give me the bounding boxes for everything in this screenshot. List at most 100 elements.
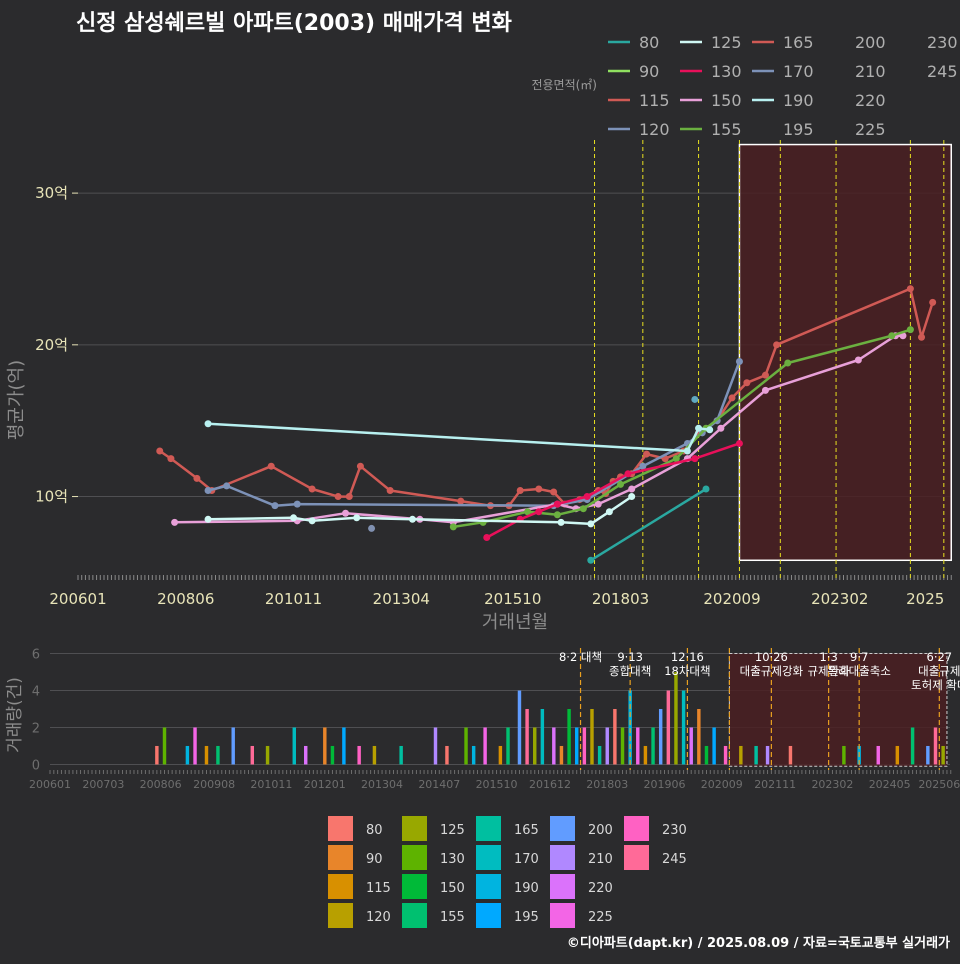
x-tick-label: 201906: [644, 778, 686, 791]
series-170: [368, 524, 376, 532]
volume-bar: [739, 745, 743, 765]
legend-swatch: [624, 845, 649, 870]
y-tick-label: 0: [32, 758, 40, 773]
data-point: [483, 534, 491, 542]
volume-bar: [651, 727, 655, 765]
volume-bar: [681, 690, 686, 765]
legend-label: 245: [927, 62, 958, 81]
policy-label: 토허제 확대: [911, 678, 960, 692]
policy-label: 6·27: [927, 650, 953, 664]
legend-label: 120: [366, 910, 391, 925]
data-point: [683, 447, 691, 455]
volume-bar: [483, 727, 487, 765]
legend-label: 170: [783, 62, 814, 81]
data-point: [587, 556, 595, 564]
highlight-region: [738, 143, 953, 562]
volume-bar: [597, 745, 602, 765]
legend-title: 전용면적(㎡): [531, 78, 597, 92]
legend-swatch: [402, 903, 427, 928]
y-tick-label: 2: [32, 721, 40, 736]
x-tick-label: 201304: [361, 778, 403, 791]
x-tick-label: 200703: [82, 778, 124, 791]
data-point: [171, 518, 179, 526]
x-tick-label: 202302: [811, 590, 868, 608]
data-point: [386, 486, 394, 494]
legend-label: 225: [588, 910, 613, 925]
legend-label: 245: [662, 852, 687, 867]
volume-bar: [433, 727, 438, 765]
legend-label: 90: [639, 62, 659, 81]
legend-label: 90: [366, 852, 383, 867]
data-point: [516, 486, 524, 494]
series-125: [204, 493, 636, 528]
legend-swatch: [402, 816, 427, 841]
volume-bar: [552, 727, 556, 765]
legend-label: 80: [366, 823, 383, 838]
x-tick-label: 201011: [265, 590, 322, 608]
policy-label: 18차대책: [664, 664, 710, 678]
footer-credit: ©디아파트(dapt.kr) / 2025.08.09 / 자료=국토교통부 실…: [567, 935, 950, 951]
legend-swatch: [328, 874, 353, 899]
legend-label: 130: [711, 62, 742, 81]
legend-label: 220: [855, 91, 886, 110]
policy-label: 대출규제: [918, 664, 960, 678]
legend-swatch: [624, 816, 649, 841]
legend-label: 190: [783, 91, 814, 110]
legend-label: 200: [855, 33, 886, 52]
volume-bar: [704, 745, 709, 765]
x-tick-label: 200908: [193, 778, 235, 791]
legend-swatch: [328, 816, 353, 841]
x-tick-label: 201011: [250, 778, 292, 791]
policy-label: 10·26: [755, 650, 788, 664]
y-tick-label: 10억: [35, 488, 68, 506]
data-point: [639, 462, 647, 470]
volume-bar: [525, 709, 529, 765]
y-tick-label: 4: [32, 685, 40, 700]
volume-bar: [265, 745, 270, 765]
data-point: [617, 480, 625, 488]
volume-bar: [689, 727, 693, 765]
legend-label: 120: [639, 120, 670, 139]
chart-title: 신정 삼성쉐르빌 아파트(2003) 매매가격 변화: [76, 11, 512, 36]
x-tick-label: 201407: [418, 778, 460, 791]
legend-swatch: [402, 874, 427, 899]
data-point: [342, 509, 350, 517]
data-point: [156, 447, 164, 455]
legend-label: 210: [855, 62, 886, 81]
volume-bar: [399, 745, 403, 765]
volume-bar: [540, 709, 545, 765]
legend-swatch: [550, 874, 575, 899]
legend-label: 115: [366, 881, 391, 896]
legend-label: 220: [588, 881, 613, 896]
legend-label: 80: [639, 33, 659, 52]
y-axis-title: 평균가(억): [6, 360, 27, 440]
legend-label: 190: [514, 881, 539, 896]
volume-bar: [193, 727, 197, 765]
data-point: [761, 371, 769, 379]
data-point: [553, 500, 561, 508]
data-point: [761, 386, 769, 394]
legend-label: 155: [440, 910, 465, 925]
volume-bar: [613, 709, 617, 765]
volume-bar: [155, 745, 159, 765]
data-point: [535, 508, 543, 516]
volume-bar: [231, 727, 235, 765]
volume-bar: [582, 727, 587, 765]
data-point: [706, 426, 714, 434]
x-tick-label: 201201: [304, 778, 346, 791]
x-tick-label: 201304: [373, 590, 430, 608]
data-point: [449, 523, 457, 531]
x-tick-label: 201612: [529, 778, 571, 791]
data-point: [535, 485, 543, 493]
volume-bar: [250, 745, 255, 765]
x-tick-label: 202302: [811, 778, 853, 791]
volume-bar: [666, 690, 671, 765]
series-155: [449, 326, 914, 531]
x-tick-label: 202111: [754, 778, 796, 791]
policy-label: 12·16: [671, 650, 704, 664]
bottom-legend: 80 90 115 120 125 130 150 155 165 170 190 195 200 210…: [328, 816, 687, 928]
data-point: [587, 520, 595, 528]
y-tick-label: 20억: [35, 336, 68, 354]
legend-swatch: [550, 903, 575, 928]
volume-chart: 0 2 4 6 200601 200703 200806 200908 201011 201201…: [5, 648, 960, 791]
